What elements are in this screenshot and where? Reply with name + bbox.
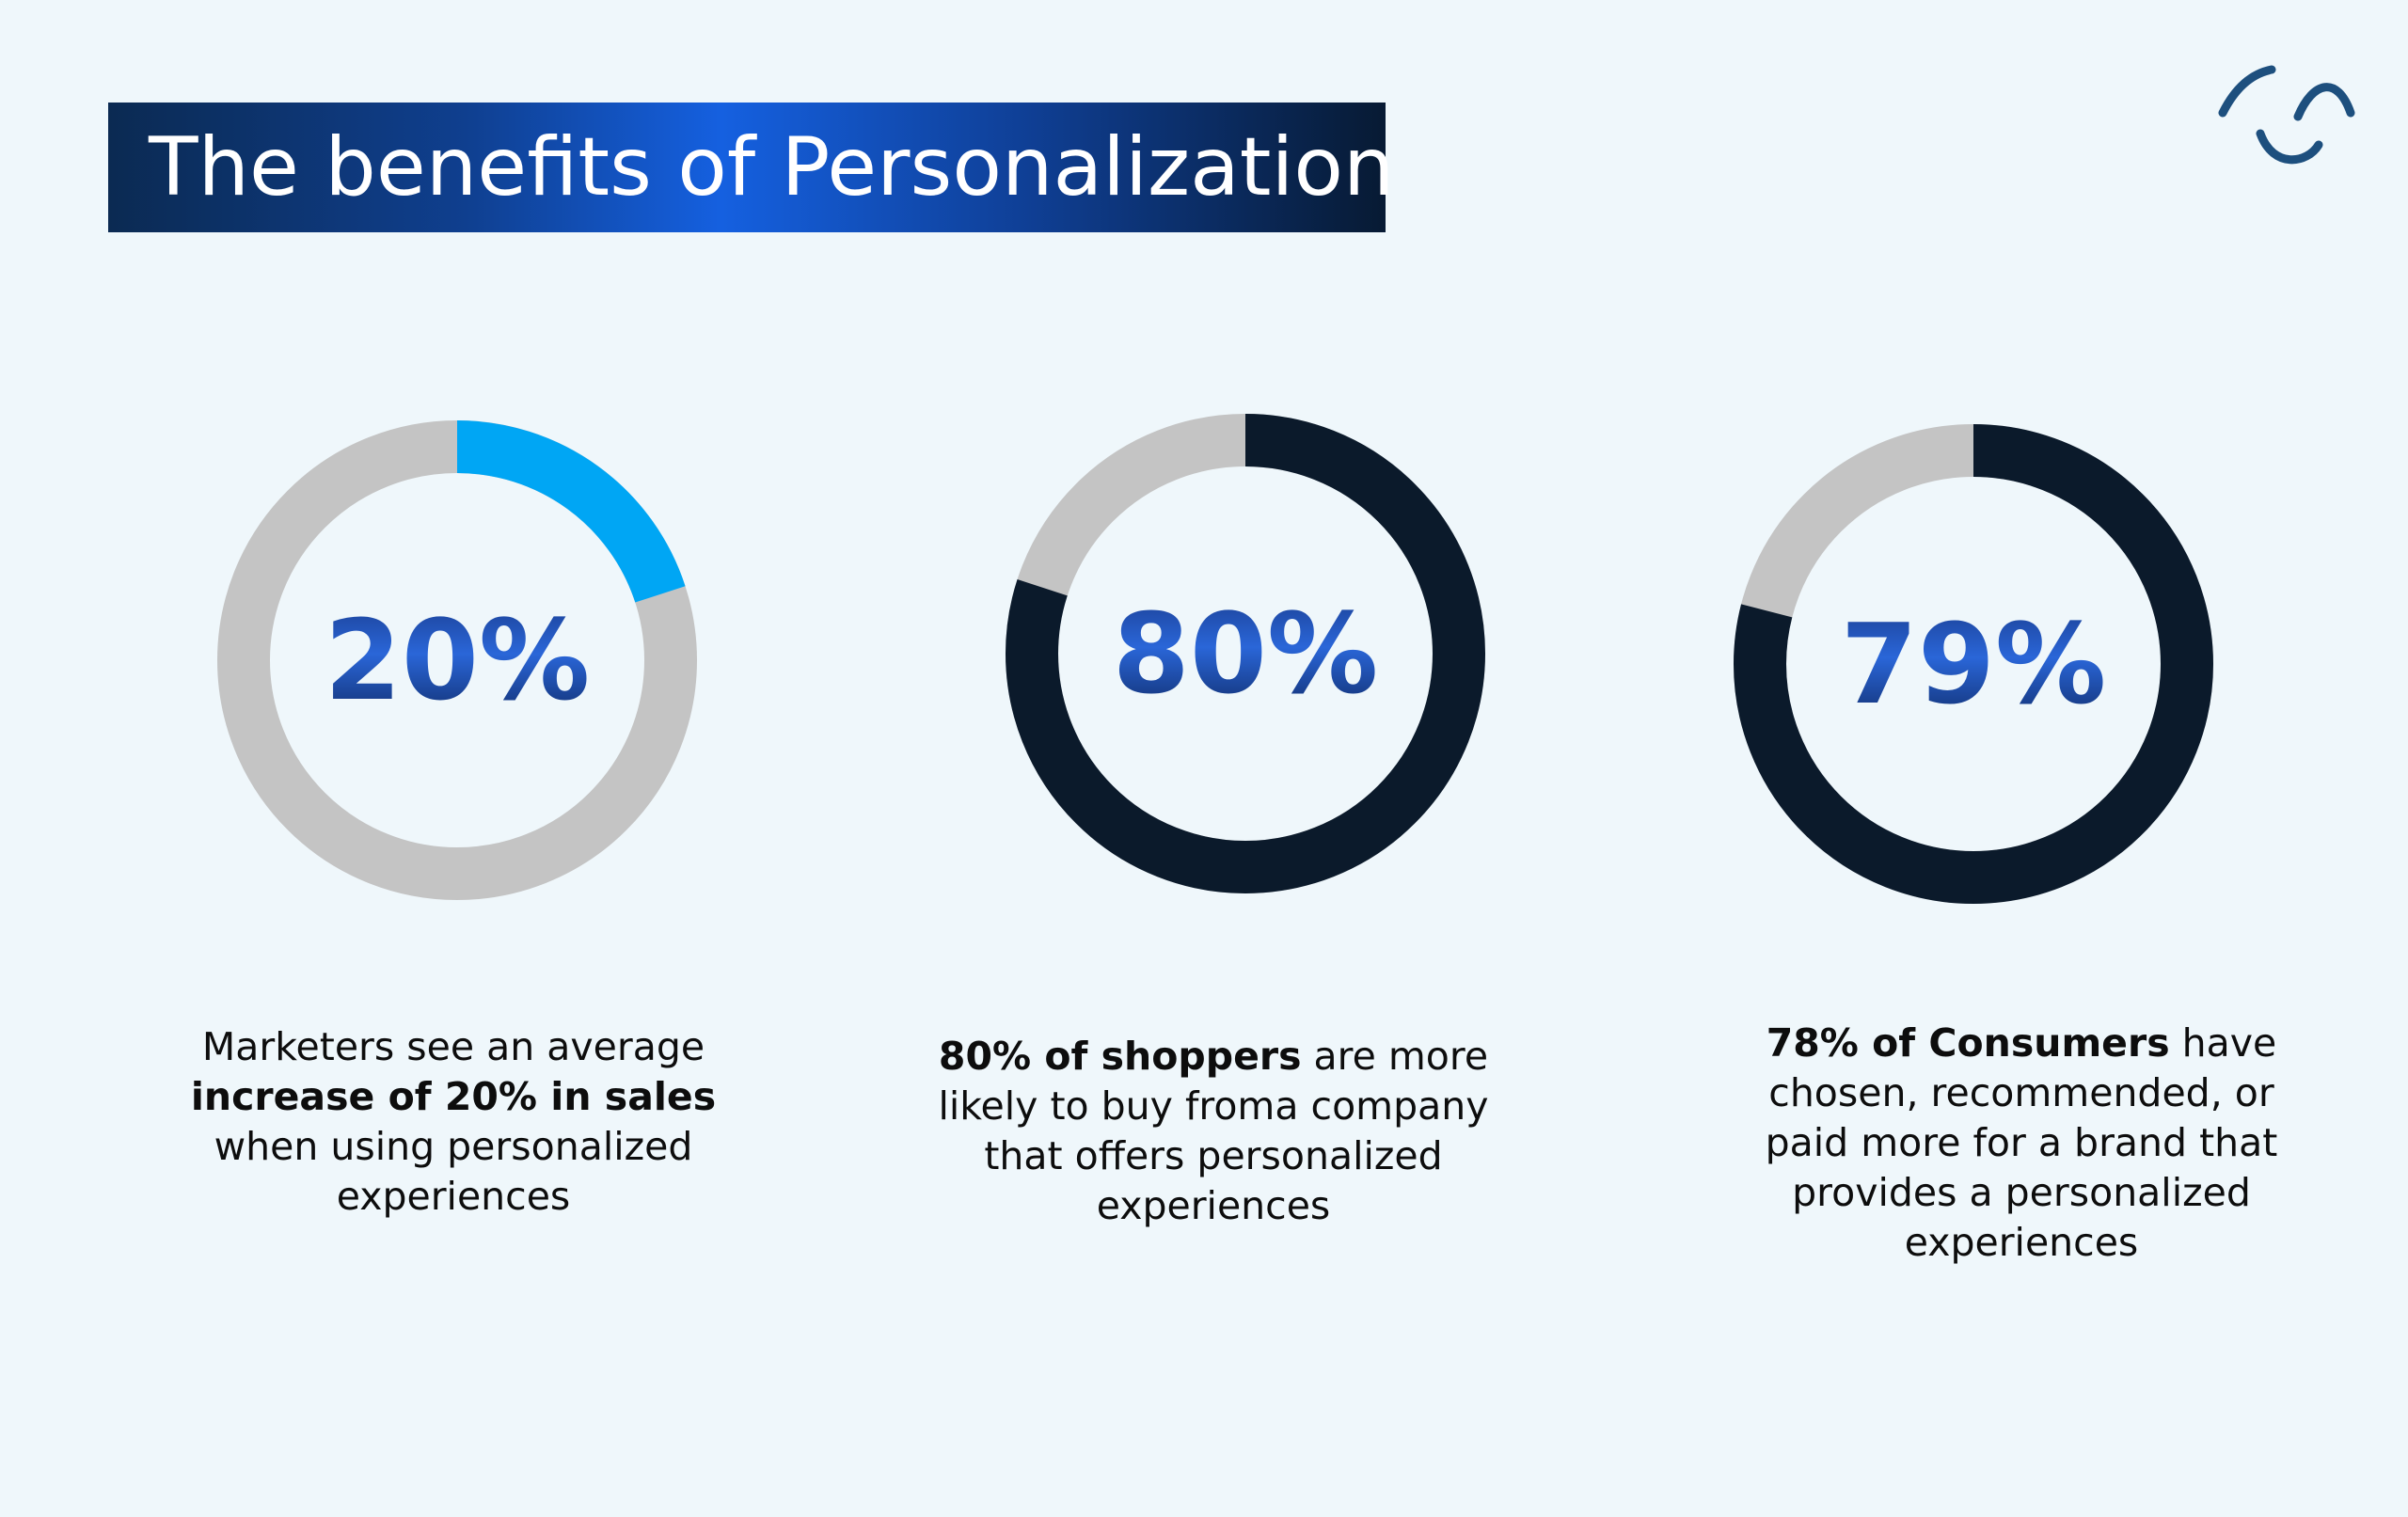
donut-percent-label: 20% [325,595,590,725]
description-bold: increase of 20% in sales [190,1074,717,1119]
donut-chart-2: 80% [991,400,1499,908]
description-pre: Marketers see an average [201,1024,705,1069]
donut-chart-2-svg: 80% [1006,414,1485,893]
description-bold: 78% of Consumers [1766,1020,2170,1066]
description-post: have chosen, recommended, or paid more f… [1765,1020,2278,1265]
donut-value-arc [1734,424,2213,904]
title-banner: The benefits of Personalization [108,103,1395,232]
donut-percent-label: 79% [1841,599,2106,729]
donut-chart-3: 79% [1719,410,2227,918]
stat-description-3: 78% of Consumers have chosen, recommende… [1739,1019,2304,1268]
donut-value-arc [217,420,697,900]
description-post: when using personalized experiences [214,1124,693,1219]
description-post: are more likely to buy froma company tha… [938,1034,1489,1228]
wave-logo-icon [2215,58,2356,171]
donut-chart-3-svg: 79% [1734,424,2213,904]
description-bold: 80% of shoppers [938,1034,1302,1079]
page-title: The benefits of Personalization [149,120,1395,214]
donut-value-arc [1006,414,1485,893]
donut-chart-1-svg: 20% [217,420,697,900]
stat-description-1: Marketers see an average increase of 20%… [171,1022,736,1222]
donut-percent-label: 80% [1113,589,1378,719]
stat-description-2: 80% of shoppers are more likely to buy f… [931,1032,1496,1231]
donut-chart-1: 20% [203,406,711,914]
